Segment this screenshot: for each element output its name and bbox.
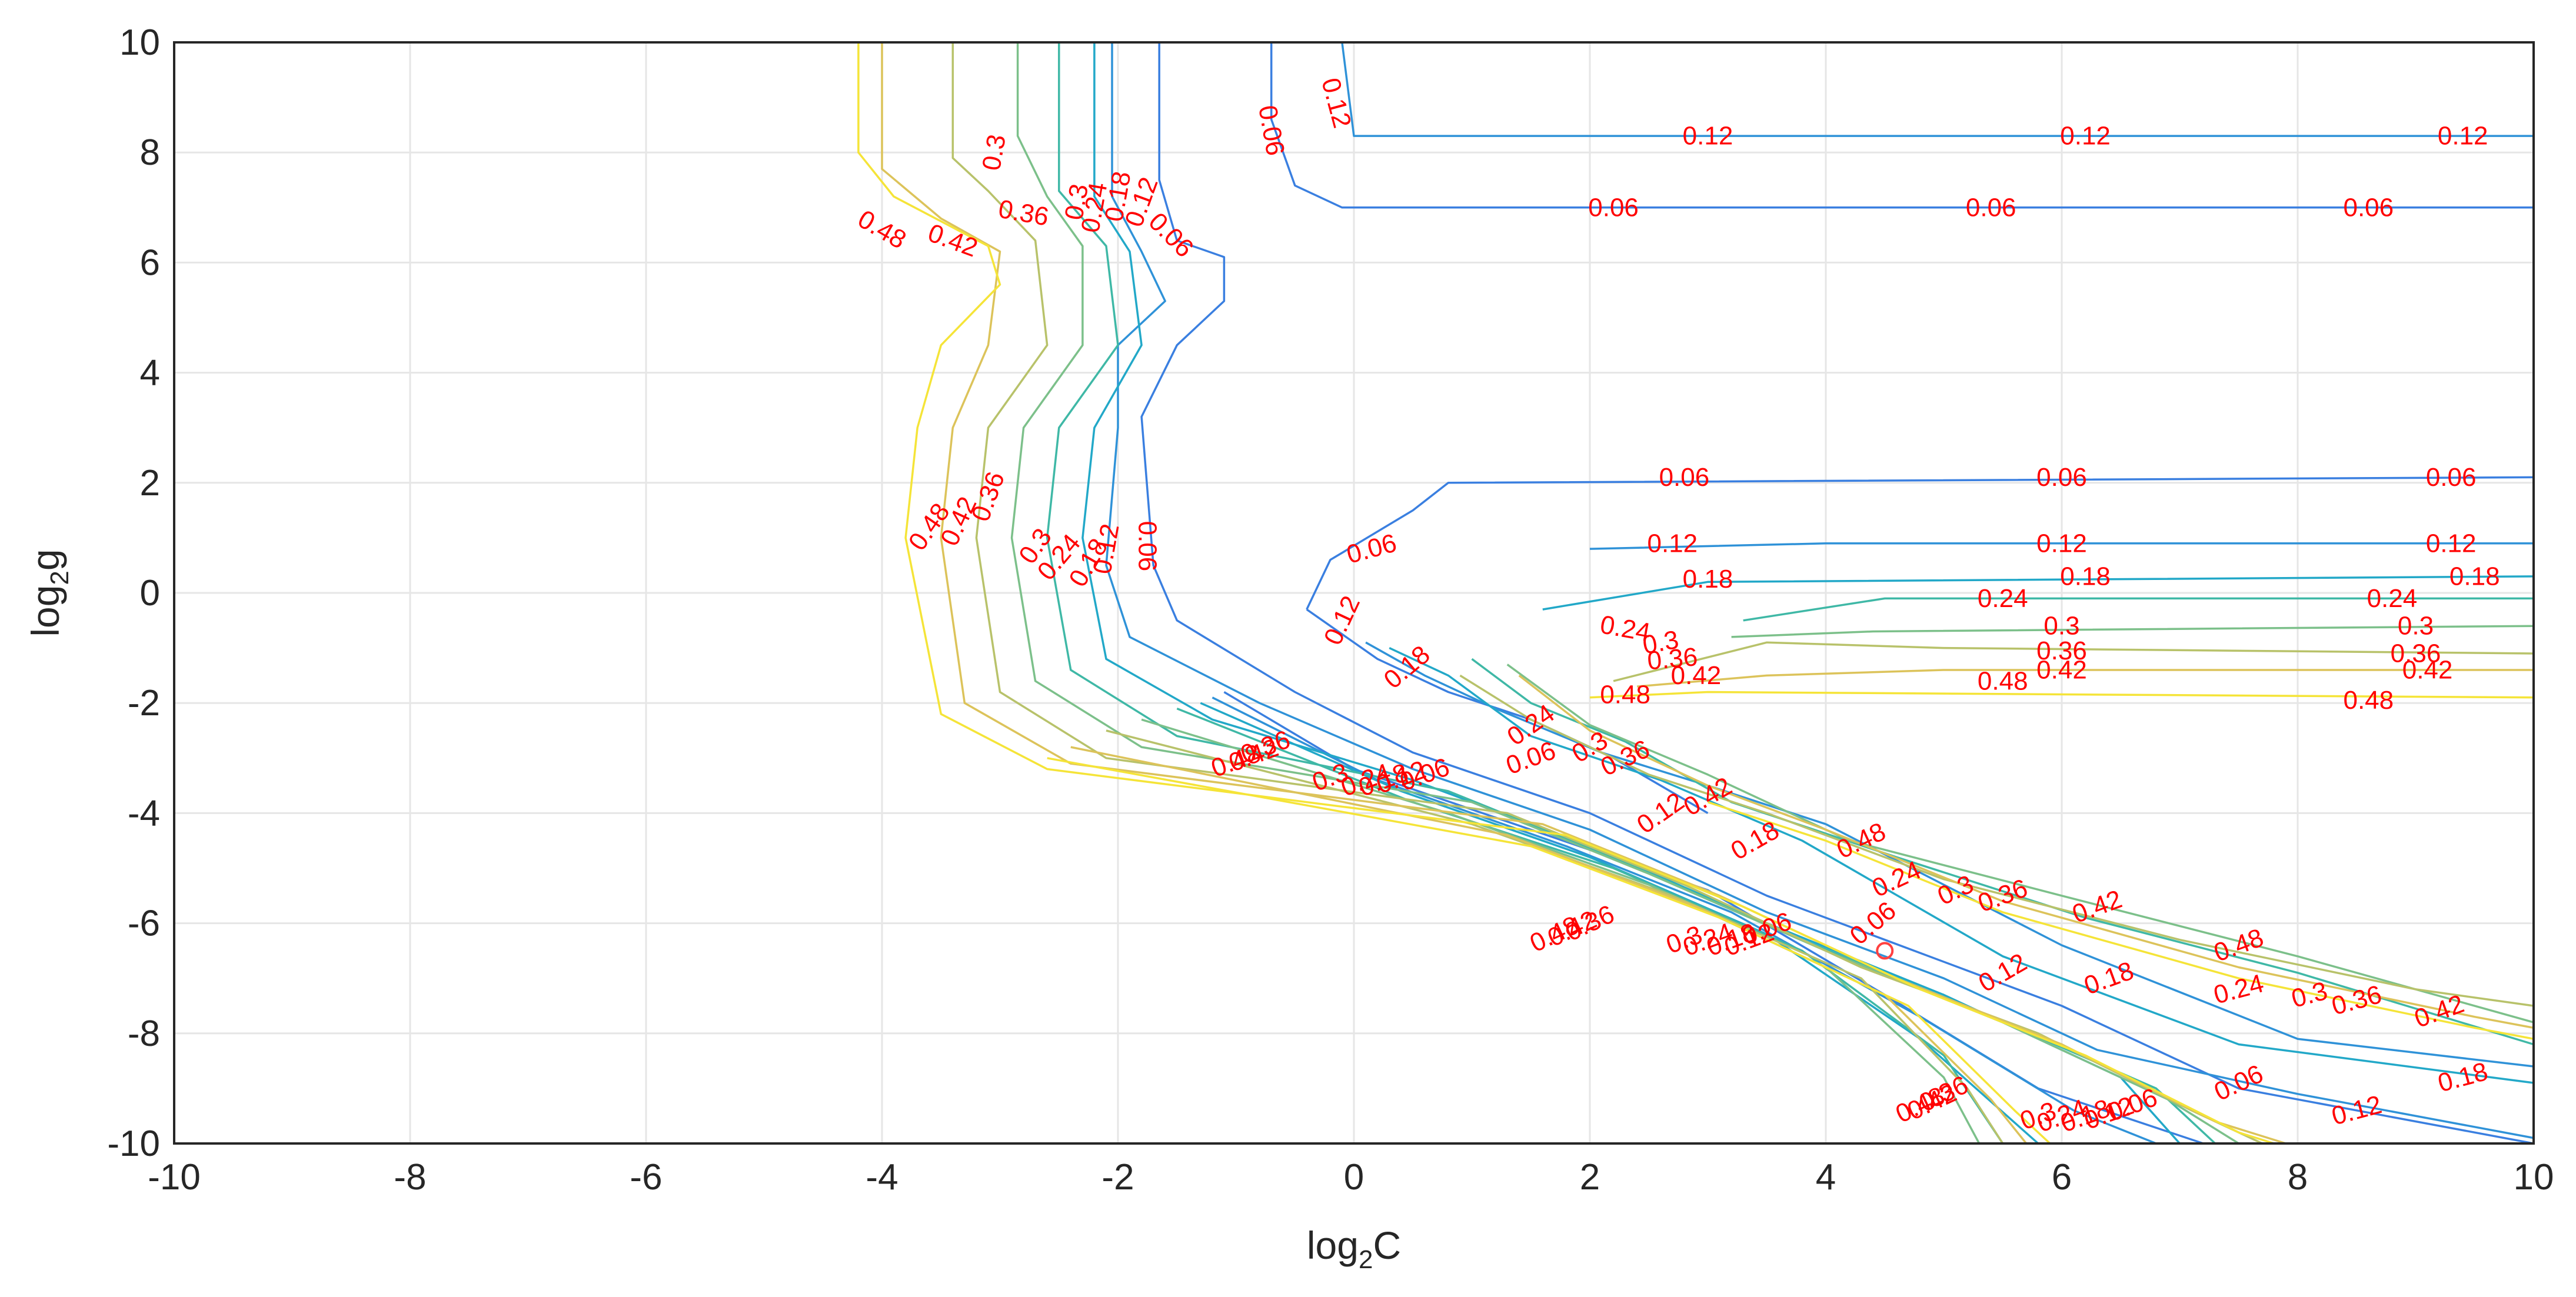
contour-line-0-24 — [1743, 597, 2534, 622]
contour-label: 0.48 — [1978, 666, 2028, 695]
contour-line-0-12 — [1589, 542, 2534, 550]
contour-line-0-3 — [1506, 663, 2534, 1023]
contour-line-0-18 — [1542, 575, 2534, 611]
contour-label: 0.3 — [2398, 612, 2434, 641]
contour-label: 0.42 — [2036, 656, 2087, 685]
x-tick-labels: -10 -8 -6 -4 -2 0 2 4 6 8 10 — [148, 1157, 2554, 1198]
x-tick-label: -4 — [866, 1157, 898, 1198]
contour-label: 0.36 — [1646, 642, 1699, 675]
contour-label: 0.3 — [2044, 612, 2079, 641]
y-tick-label: 4 — [140, 353, 160, 394]
contour-label: 0.24 — [1978, 584, 2028, 613]
contour-label: 0.12 — [2426, 529, 2477, 558]
marker-layer — [1876, 942, 1894, 960]
plot-frame — [173, 41, 2535, 1145]
contour-line-0-48 — [1047, 757, 2051, 1145]
x-tick-label: -2 — [1101, 1157, 1134, 1198]
x-tick-label: 6 — [2052, 1157, 2072, 1198]
contour-label: 0.24 — [2367, 584, 2418, 613]
contour-label: 0.48 — [1600, 681, 1650, 709]
contour-line-0-48 — [857, 42, 2275, 1145]
x-tick-label: -8 — [394, 1157, 426, 1198]
contour-line-0-42 — [881, 42, 2287, 1145]
x-tick-label: -10 — [148, 1157, 201, 1198]
contour-labels: 0.120.060.30.360.420.480.30.240.180.120.… — [853, 75, 2500, 1138]
y-tick-label: -8 — [128, 1013, 160, 1054]
contour-label: 0.18 — [2449, 562, 2500, 591]
contour-label: 0.12 — [2438, 122, 2488, 151]
contour-label: 0.06 — [2036, 463, 2087, 492]
contour-line-0-12 — [1825, 823, 2534, 1068]
contour-line-0-42 — [1518, 675, 2534, 1029]
y-tick-label: 0 — [140, 573, 160, 614]
x-tick-label: 0 — [1344, 1157, 1364, 1198]
contour-label: 0.12 — [2036, 529, 2087, 558]
y-tick-label: 8 — [140, 132, 160, 173]
y-tick-labels: 10 8 6 4 2 0 -2 -4 -6 -8 -10 — [107, 22, 160, 1164]
contour-line-0-12 — [1105, 42, 2534, 1139]
contour-line-0-06 — [1270, 42, 2534, 209]
contour-label: 0.06 — [2426, 463, 2477, 492]
contour-label: 0.06 — [1659, 463, 1710, 492]
y-tick-label: -4 — [128, 793, 160, 833]
best-point-marker — [1876, 942, 1894, 960]
y-axis-title: log2g — [24, 549, 74, 636]
x-tick-label: 8 — [2288, 1157, 2308, 1198]
contour-line-0-36 — [1106, 729, 2004, 1144]
contour-label: 0.3 — [1059, 182, 1094, 222]
contour-label: 0.48 — [2343, 686, 2394, 715]
contour-line-0-12 — [1341, 42, 2534, 137]
x-tick-label: -6 — [630, 1157, 662, 1198]
y-tick-label: 6 — [140, 242, 160, 283]
contour-label: 0.3 — [1640, 625, 1681, 660]
y-tick-label: 2 — [140, 463, 160, 504]
contour-line-0-48 — [1707, 801, 2534, 1040]
contour-line-0-36 — [1613, 641, 2534, 682]
y-tick-label: -10 — [107, 1123, 160, 1164]
contour-line-0-36 — [1459, 674, 2534, 1007]
y-tick-label: -6 — [128, 903, 160, 944]
contour-line-0-48 — [1589, 691, 2534, 699]
y-tick-label: 10 — [119, 22, 160, 63]
contour-label: 0.12 — [1683, 122, 1733, 151]
contour-line-0-3 — [1731, 625, 2534, 638]
contour-label: 0.36 — [2036, 636, 2087, 665]
x-axis-title-sub: 2 — [1359, 1245, 1373, 1274]
y-axis-title-sub: 2 — [45, 571, 74, 585]
contour-label: 0.42 — [1671, 661, 1722, 690]
contour-label: 0.18 — [1683, 565, 1733, 594]
y-tick-label: -2 — [128, 683, 160, 723]
contour-label: 0.12 — [2060, 122, 2111, 151]
x-axis-title: log2C — [1307, 1223, 1401, 1274]
contour-line-0-18 — [1081, 42, 2181, 1145]
x-tick-label: 10 — [2514, 1157, 2554, 1198]
contour-label: 0.12 — [1648, 529, 1698, 558]
x-tick-label: 2 — [1580, 1157, 1600, 1198]
contour-label: 0.06 — [1588, 193, 1639, 222]
contour-label: 0.3 — [977, 132, 1011, 173]
contour-line-0-42 — [1637, 669, 2534, 688]
x-axis-title-rest: C — [1373, 1223, 1401, 1267]
contour-label: 0.18 — [2060, 562, 2111, 591]
contour-label: 0.36 — [2391, 639, 2441, 668]
contour-label: 0.42 — [2402, 656, 2453, 685]
contour-line-0-06 — [1306, 476, 2534, 610]
contour-line-0-06 — [1140, 42, 2534, 1145]
x-tick-label: 4 — [1816, 1157, 1836, 1198]
contour-label: 0.06 — [1133, 521, 1162, 572]
contour-label: 0.06 — [2343, 193, 2394, 222]
x-axis-title-base: log — [1307, 1223, 1359, 1267]
contour-lines — [857, 42, 2534, 1145]
y-axis-title-rest: g — [24, 549, 67, 571]
y-axis-title-base: log — [24, 585, 67, 637]
contour-label: 0.06 — [1966, 193, 2016, 222]
